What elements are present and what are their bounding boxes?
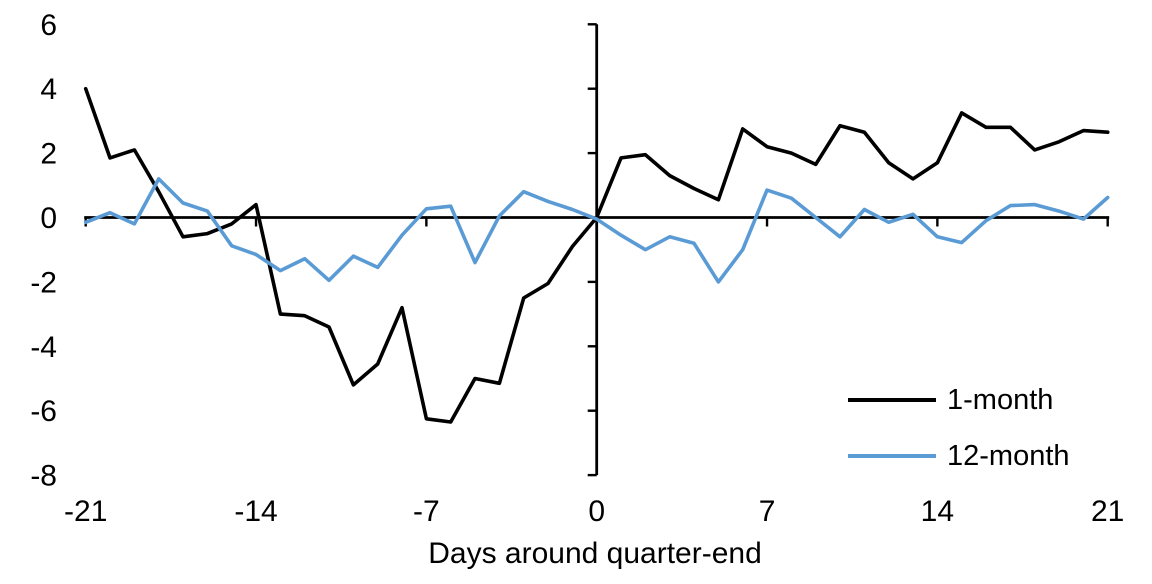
- y-tick-label: 4: [40, 73, 57, 106]
- legend-item-12-month: 12-month: [848, 428, 1070, 484]
- y-tick-label: -2: [30, 266, 57, 299]
- y-tick-label: -6: [30, 395, 57, 428]
- x-tick-label: 14: [921, 495, 954, 528]
- y-tick-label: -8: [30, 460, 57, 493]
- x-tick-label: -7: [413, 495, 440, 528]
- legend-label: 12-month: [947, 439, 1070, 472]
- x-tick-label: 7: [759, 495, 776, 528]
- x-axis-title: Days around quarter-end: [428, 537, 762, 570]
- x-tick-label: 21: [1091, 495, 1124, 528]
- series-line-12-month: [83, 177, 1110, 284]
- y-tick-label: 6: [40, 9, 57, 42]
- x-tick-label: -21: [64, 495, 107, 528]
- y-tick-label: 0: [40, 202, 57, 235]
- x-tick-label: -14: [234, 495, 277, 528]
- legend-line-sample-black: [848, 398, 936, 402]
- legend: 1-month 12-month: [848, 372, 1070, 484]
- y-tick-label: 2: [40, 138, 57, 171]
- legend-item-1-month: 1-month: [848, 372, 1070, 428]
- x-tick-label: 0: [588, 495, 605, 528]
- legend-line-sample-blue: [848, 454, 936, 458]
- legend-label: 1-month: [947, 383, 1054, 416]
- y-tick-label: -4: [30, 331, 57, 364]
